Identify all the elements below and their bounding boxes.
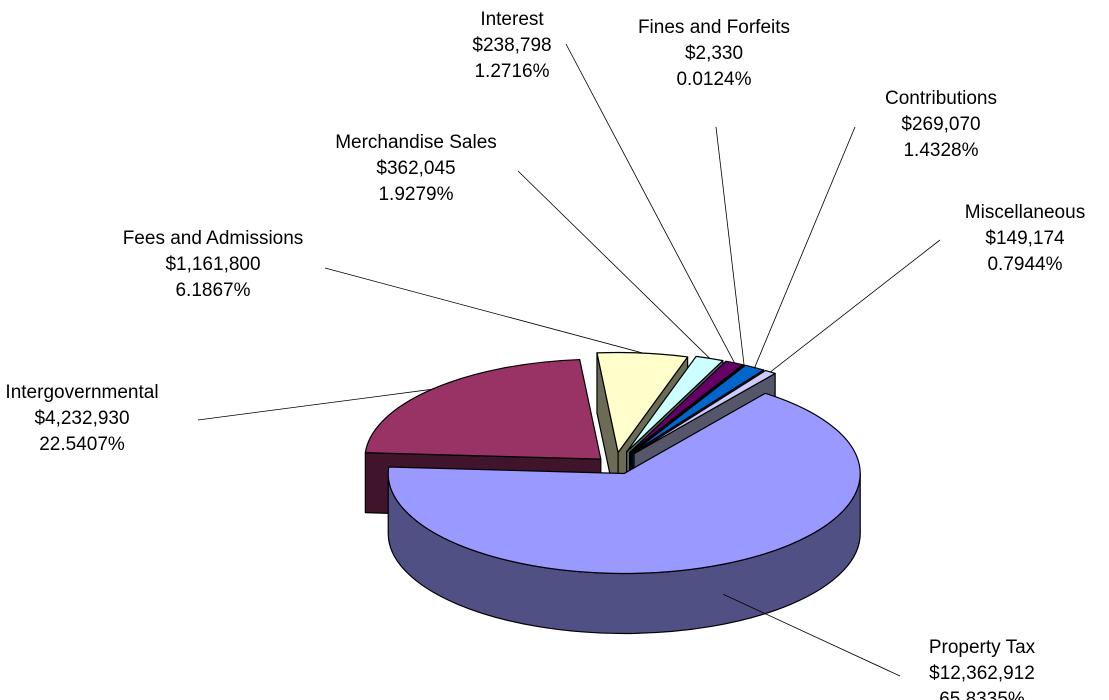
leader-line-fees-and-admissions (324, 267, 643, 354)
leader-line-contributions (754, 126, 856, 368)
leader-line-interest (565, 43, 735, 364)
data-label-miscellaneous: Miscellaneous $149,174 0.7944% (965, 202, 1085, 275)
data-label-percent-fines-and-forfeits: 0.0124% (676, 69, 751, 90)
leader-line-property-tax (722, 593, 901, 677)
data-label-amount-fines-and-forfeits: $2,330 (685, 43, 743, 64)
data-label-amount-miscellaneous: $149,174 (985, 228, 1065, 249)
data-label-intergovernmental: Intergovernmental $4,232,930 22.5407% (5, 382, 158, 455)
data-label-percent-fees-and-admissions: 6.1867% (175, 280, 250, 301)
data-labels-layer: Property Tax $12,362,912 65.8335% Intergove… (5, 9, 1085, 700)
data-label-category-fees-and-admissions: Fees and Admissions (123, 228, 304, 249)
slice-interest (629, 360, 744, 454)
slice-fees-and-admissions (596, 351, 689, 454)
data-label-contributions: Contributions $269,070 1.4328% (885, 88, 997, 161)
data-label-interest: Interest $238,798 1.2716% (472, 9, 551, 82)
slice-merchandise-sales (626, 355, 724, 453)
data-label-category-property-tax: Property Tax (929, 637, 1036, 658)
slice-intergovernmental (364, 358, 602, 460)
slice-tops-layer (364, 351, 861, 575)
data-label-category-fines-and-forfeits: Fines and Forfeits (638, 17, 790, 38)
data-label-category-miscellaneous: Miscellaneous (965, 202, 1085, 223)
data-label-amount-fees-and-admissions: $1,161,800 (165, 254, 260, 275)
data-label-percent-property-tax: 65.8335% (939, 689, 1025, 700)
data-label-amount-property-tax: $12,362,912 (929, 663, 1035, 684)
data-label-property-tax: Property Tax $12,362,912 65.8335% (929, 637, 1036, 700)
data-label-amount-contributions: $269,070 (901, 114, 980, 135)
data-label-percent-merchandise-sales: 1.9279% (378, 184, 453, 205)
leader-line-merchandise-sales (517, 170, 710, 359)
data-label-category-interest: Interest (480, 9, 544, 30)
data-label-amount-interest: $238,798 (472, 35, 551, 56)
data-label-fees-and-admissions: Fees and Admissions $1,161,800 6.1867% (123, 228, 304, 301)
data-label-percent-interest: 1.2716% (474, 61, 549, 82)
data-label-amount-intergovernmental: $4,232,930 (34, 408, 129, 429)
data-label-merchandise-sales: Merchandise Sales $362,045 1.9279% (335, 132, 497, 205)
leader-lines-layer (197, 43, 941, 677)
data-label-category-contributions: Contributions (885, 88, 997, 109)
data-label-amount-merchandise-sales: $362,045 (376, 158, 455, 179)
data-label-category-intergovernmental: Intergovernmental (5, 382, 158, 403)
data-label-percent-miscellaneous: 0.7944% (987, 254, 1062, 275)
data-label-percent-contributions: 1.4328% (903, 140, 978, 161)
data-label-category-merchandise-sales: Merchandise Sales (335, 132, 497, 153)
leader-line-fines-and-forfeits (715, 126, 745, 366)
data-label-fines-and-forfeits: Fines and Forfeits $2,330 0.0124% (638, 17, 790, 90)
data-label-percent-intergovernmental: 22.5407% (39, 434, 125, 455)
leader-line-intergovernmental (197, 388, 432, 421)
slice-property-tax (387, 392, 861, 575)
slice-miscellaneous (633, 369, 776, 455)
leader-line-miscellaneous (770, 239, 941, 373)
